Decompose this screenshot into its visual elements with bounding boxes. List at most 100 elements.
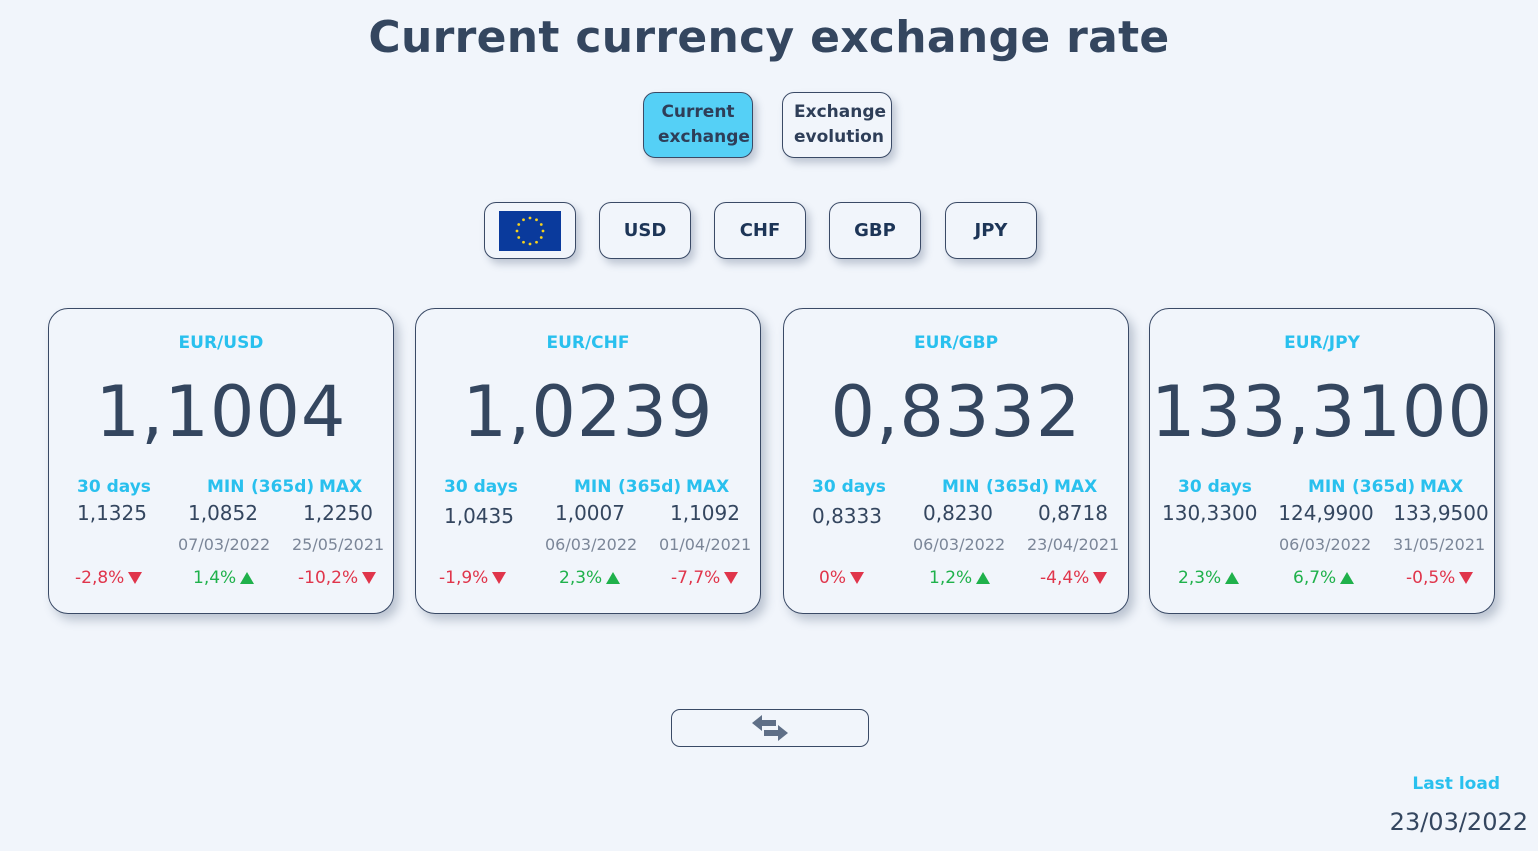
days30-change: -1,9% — [439, 568, 507, 588]
page-title: Current currency exchange rate — [368, 12, 1170, 63]
max-label: MAX — [1420, 477, 1464, 497]
days30-label: 30 days — [1178, 477, 1252, 497]
currency-pair: EUR/GBP — [913, 333, 999, 353]
eu-star — [541, 229, 545, 232]
jpy-currency-button[interactable]: JPY — [945, 202, 1037, 259]
swap-currency-button[interactable] — [671, 709, 869, 747]
exchange-evolution-button[interactable]: Exchange evolution — [782, 92, 892, 158]
down-arrow-icon — [128, 572, 143, 584]
current-rate: 133,3100 — [1150, 371, 1493, 453]
up-arrow-icon — [1340, 572, 1355, 584]
min-label: MIN — [207, 477, 245, 497]
usd-currency-button[interactable]: USD — [599, 202, 691, 259]
up-arrow-icon — [240, 572, 255, 584]
currency-pair: EUR/USD — [178, 333, 264, 353]
days30-label: 30 days — [77, 477, 151, 497]
eur-currency-button[interactable] — [484, 202, 576, 259]
min-change: 2,3% — [559, 568, 621, 588]
period-label: (365d) — [618, 477, 682, 497]
period-label: (365d) — [1352, 477, 1416, 497]
swap-arrows-icon — [752, 715, 788, 741]
min-value: 124,9900 — [1278, 501, 1374, 525]
min-date: 06/03/2022 — [1279, 535, 1372, 554]
days30-change-value: 2,3% — [1178, 568, 1222, 588]
currency-pair: EUR/CHF — [546, 333, 630, 353]
min-label: MIN — [942, 477, 980, 497]
max-date: 25/05/2021 — [292, 535, 385, 554]
current-exchange-button[interactable]: Current exchange — [643, 92, 753, 158]
eu-flag-icon — [499, 210, 561, 251]
min-change-value: 6,7% — [1293, 568, 1337, 588]
current-rate: 1,0239 — [462, 371, 714, 453]
min-date: 07/03/2022 — [178, 535, 271, 554]
max-date: 01/04/2021 — [659, 535, 752, 554]
up-arrow-icon — [1225, 572, 1240, 584]
max-value: 133,9500 — [1393, 501, 1489, 525]
eu-star — [539, 222, 543, 226]
gbp-currency-button[interactable]: GBP — [829, 202, 921, 259]
down-arrow-icon — [1459, 572, 1474, 584]
days30-value: 1,1325 — [77, 501, 147, 525]
eu-star — [539, 235, 543, 239]
chf-currency-button[interactable]: CHF — [714, 202, 806, 259]
max-change-value: -7,7% — [671, 568, 721, 588]
period-label: (365d) — [986, 477, 1050, 497]
eu-star — [522, 217, 525, 221]
rate-card-eur-jpy: EUR/JPY 133,3100 30 days MIN (365d) MAX … — [1149, 308, 1495, 614]
rate-card-eur-chf: EUR/CHF 1,0239 30 days MIN (365d) MAX 1,… — [415, 308, 761, 614]
days30-label: 30 days — [444, 477, 518, 497]
max-value: 1,2250 — [303, 501, 373, 525]
eu-star — [528, 216, 532, 219]
days30-change: -2,8% — [75, 568, 143, 588]
max-date: 23/04/2021 — [1027, 535, 1120, 554]
max-change: -0,5% — [1406, 568, 1474, 588]
min-change: 1,4% — [193, 568, 255, 588]
current-exchange-label: Current exchange — [658, 102, 750, 147]
max-label: MAX — [319, 477, 363, 497]
down-arrow-icon — [724, 572, 739, 584]
min-value: 1,0007 — [555, 501, 625, 525]
up-arrow-icon — [976, 572, 991, 584]
max-change: -7,7% — [671, 568, 739, 588]
min-label: MIN — [574, 477, 612, 497]
eu-star — [535, 240, 538, 244]
period-label: (365d) — [251, 477, 315, 497]
gbp-label: GBP — [854, 220, 896, 241]
min-change-value: 1,4% — [193, 568, 237, 588]
max-label: MAX — [1054, 477, 1098, 497]
down-arrow-icon — [1093, 572, 1108, 584]
rate-card-eur-usd: EUR/USD 1,1004 30 days MIN (365d) MAX 1,… — [48, 308, 394, 614]
up-arrow-icon — [606, 572, 621, 584]
eu-star — [535, 217, 538, 221]
min-date: 06/03/2022 — [913, 535, 1006, 554]
current-rate: 1,1004 — [95, 371, 347, 453]
last-load-date: 23/03/2022 — [1389, 808, 1528, 836]
max-label: MAX — [686, 477, 730, 497]
max-value: 1,1092 — [670, 501, 740, 525]
days30-change: 0% — [819, 568, 864, 588]
max-value: 0,8718 — [1038, 501, 1108, 525]
eu-star — [515, 229, 519, 232]
days30-value: 0,8333 — [812, 504, 882, 528]
days30-value: 1,0435 — [444, 504, 514, 528]
max-change-value: -4,4% — [1040, 568, 1090, 588]
eu-star — [522, 240, 525, 244]
eu-star — [517, 235, 521, 239]
max-date: 31/05/2021 — [1393, 535, 1486, 554]
min-change-value: 1,2% — [929, 568, 973, 588]
days30-change: 2,3% — [1178, 568, 1240, 588]
days30-change-value: -2,8% — [75, 568, 125, 588]
days30-value: 130,3300 — [1162, 501, 1258, 525]
jpy-label: JPY — [974, 220, 1008, 241]
down-arrow-icon — [849, 572, 864, 584]
max-change-value: -10,2% — [298, 568, 359, 588]
max-change-value: -0,5% — [1406, 568, 1456, 588]
eu-star — [517, 222, 521, 226]
days30-label: 30 days — [812, 477, 886, 497]
down-arrow-icon — [362, 572, 377, 584]
min-label: MIN — [1308, 477, 1346, 497]
min-value: 0,8230 — [923, 501, 993, 525]
eu-star — [528, 242, 532, 245]
days30-change-value: 0% — [819, 568, 846, 588]
